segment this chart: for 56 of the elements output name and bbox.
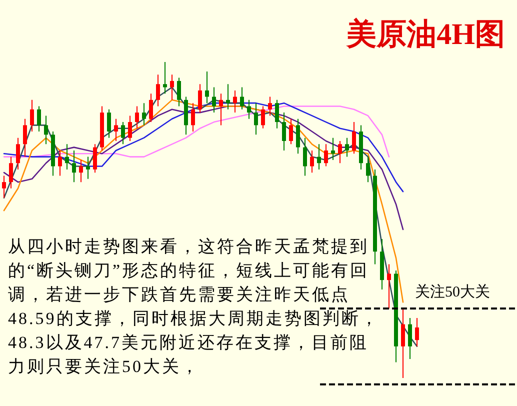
candlestick — [296, 118, 300, 154]
candlestick — [317, 144, 321, 170]
candlestick — [177, 77, 181, 107]
candlestick — [65, 144, 69, 170]
candlestick — [240, 86, 244, 110]
candlestick — [86, 156, 90, 180]
candlestick — [93, 144, 97, 174]
candlestick — [247, 99, 251, 120]
candlestick — [156, 74, 160, 107]
candlestick — [268, 96, 272, 116]
candlestick — [303, 137, 307, 176]
candlestick — [387, 264, 391, 309]
candlestick — [352, 122, 356, 154]
candlestick — [233, 90, 237, 114]
candlestick — [415, 317, 419, 347]
candlestick — [163, 62, 167, 94]
candlestick — [149, 93, 153, 123]
candlestick — [23, 118, 27, 158]
candlestick — [282, 112, 286, 151]
candlestick — [135, 106, 139, 129]
candlestick — [9, 156, 13, 189]
candlestick — [408, 317, 412, 360]
candlestick — [142, 102, 146, 126]
chart-title: 美原油4H图 — [346, 17, 505, 51]
candlestick — [219, 93, 223, 126]
candlestick — [254, 102, 258, 136]
candlestick — [345, 137, 349, 158]
candlestick — [324, 144, 328, 167]
candlestick — [121, 122, 125, 145]
ref-line-label: 关注50大关 — [415, 283, 490, 300]
candlestick — [191, 102, 195, 132]
candlestick — [226, 84, 230, 110]
candlestick — [16, 137, 20, 170]
candlestick — [37, 106, 41, 132]
candlestick — [79, 159, 83, 183]
candlestick — [205, 70, 209, 104]
candlestick — [170, 74, 174, 100]
candlestick — [72, 150, 76, 183]
candlestick — [128, 115, 132, 142]
candlestick — [212, 86, 216, 114]
candlestick — [2, 175, 6, 198]
candlestick — [114, 118, 118, 142]
candlestick — [338, 140, 342, 164]
candlestick — [401, 308, 405, 378]
candlestick — [289, 118, 293, 145]
candlestick — [331, 137, 335, 160]
candlestick — [310, 150, 314, 174]
annotation: 从四小时走势图来看，这符合昨天孟梵提到的“断头铡刀”形态的特征，短线上可能有回调，若进一步下跌首先需要关注昨天低点48.59的支撑，同时根据大周期走势图判断，48.3以及47.7美元附近还存在支撑，目前阻力则只要关注50大关， — [8, 237, 380, 376]
candlestick — [107, 108, 111, 138]
candlestick — [58, 150, 62, 176]
candlestick — [44, 115, 48, 145]
candlestick — [261, 106, 265, 129]
candlestick — [30, 99, 34, 132]
candlestick — [275, 99, 279, 129]
candlestick — [198, 84, 202, 114]
candlestick — [366, 156, 370, 183]
